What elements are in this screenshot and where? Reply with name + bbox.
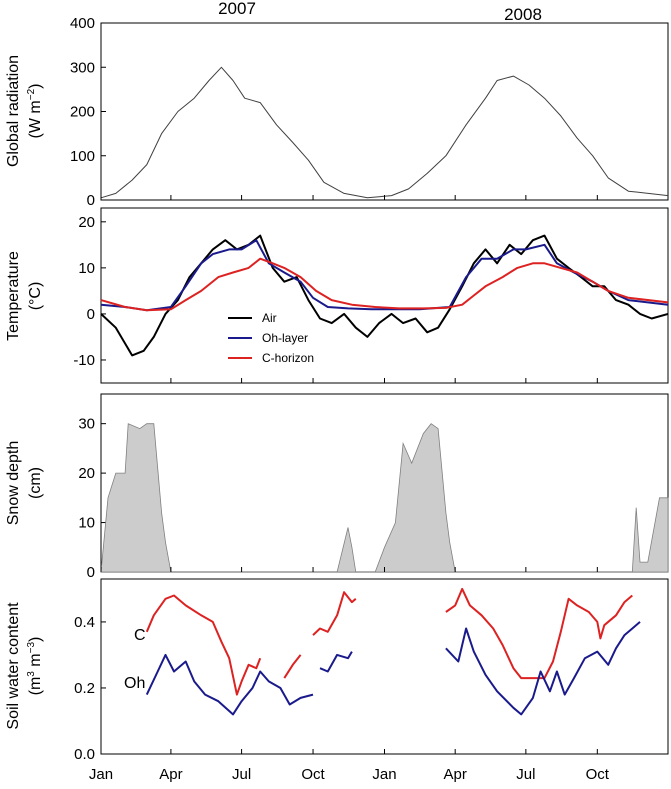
y-tick-label: 0.4 [74, 614, 95, 631]
series-line-c [145, 594, 262, 696]
legend-label-air: Air [262, 311, 277, 325]
y-tick-label: 30 [78, 416, 95, 433]
panel-temperature: Temperature (°C) Air Oh-layer C-horizon … [5, 207, 669, 384]
panel-frame [100, 22, 669, 201]
y-axis-label-line2: (cm) [27, 467, 44, 499]
annotation-oh: Oh [124, 675, 145, 692]
x-tick-label: Apr [159, 766, 182, 783]
legend-label-c-horizon: C-horizon [262, 351, 314, 365]
panel-frame [100, 207, 669, 384]
y-tick-label: 10 [78, 515, 95, 532]
series-line-series-0 [100, 66, 669, 199]
y-axis-label-line2: (m3 m−3) [26, 637, 44, 696]
series-line-oh [445, 621, 641, 716]
year-label-2007: 2007 [218, 0, 256, 18]
x-tick-label: Oct [586, 766, 610, 783]
y-axis-label-line1: Snow depth [5, 441, 22, 526]
y-tick-label: 0 [87, 192, 95, 209]
y-tick-label: 0.2 [74, 680, 95, 697]
y-tick-label: 20 [78, 465, 95, 482]
legend-label-oh-layer: Oh-layer [262, 331, 308, 345]
series-line-c [283, 654, 302, 679]
y-tick-label: -10 [73, 352, 95, 369]
y-tick-label: 10 [78, 260, 95, 277]
x-axis-tick-labels: Jan Apr Jul Oct Jan Apr Jul Oct [89, 195, 610, 783]
year-label-2008: 2008 [504, 5, 542, 24]
y-axis-label-line1: Temperature [5, 251, 22, 341]
y-tick-label: 100 [70, 148, 95, 165]
y-axis-label-line2: (W m−2) [26, 84, 44, 139]
y-axis-label-line1: Soil water content [5, 602, 22, 730]
snow-depth-area [100, 423, 669, 573]
x-tick-label: Jan [372, 766, 396, 783]
x-tick-label: Oct [301, 766, 325, 783]
panel-snow-depth: Snow depth (cm) 0 10 20 30 [5, 393, 669, 581]
series-line-oh [145, 653, 314, 716]
y-tick-label: 400 [70, 15, 95, 32]
y-axis-label-line2: (°C) [27, 282, 44, 311]
series-line-c [312, 591, 357, 636]
panel-soil-water-content: Soil water content (m3 m−3) C Oh 0.0 0.2 0… [5, 578, 669, 763]
series-line-oh [319, 651, 353, 673]
annotation-c: C [134, 627, 146, 644]
series-line-c [445, 587, 633, 680]
y-tick-label: 300 [70, 59, 95, 76]
series-line-c-horizon [100, 257, 669, 312]
x-tick-label: Jul [516, 766, 535, 783]
x-tick-label: Jul [232, 766, 251, 783]
series-line-oh-layer [100, 239, 669, 312]
series-line-air [100, 234, 669, 357]
y-tick-label: 0 [87, 564, 95, 581]
y-tick-label: 200 [70, 104, 95, 121]
y-tick-label: 0 [87, 306, 95, 323]
legend: Air Oh-layer C-horizon [228, 311, 314, 365]
panel-global-radiation: Global radiation (W m−2) 0 100 200 300 400 [5, 15, 669, 209]
x-tick-label: Jan [89, 766, 113, 783]
y-axis-label-line1: Global radiation [5, 55, 22, 167]
y-tick-label: 0.0 [74, 746, 95, 763]
panel-frame [100, 393, 669, 573]
y-tick-label: 20 [78, 214, 95, 231]
x-tick-label: Apr [444, 766, 467, 783]
